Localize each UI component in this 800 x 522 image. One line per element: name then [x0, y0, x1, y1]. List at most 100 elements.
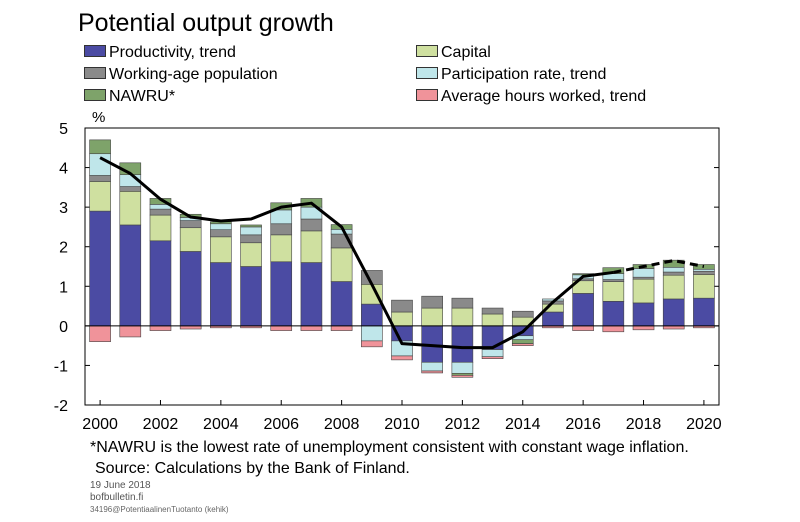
bar-segment	[240, 242, 262, 267]
bar-segment	[421, 361, 443, 372]
bar-segment	[602, 281, 625, 302]
bar-segment	[300, 262, 323, 327]
bar-segment	[300, 230, 323, 263]
y-tick-label: -1	[54, 358, 68, 375]
y-tick-label: -2	[54, 398, 68, 415]
bar-segment	[662, 266, 685, 273]
bar-segment	[572, 325, 594, 331]
legend-label-participation: Participation rate, trend	[441, 66, 607, 83]
bar-segment	[511, 310, 534, 318]
bar-segment	[119, 191, 142, 226]
x-tick-label: 2004	[203, 416, 239, 433]
y-tick-label: 1	[59, 279, 68, 296]
x-tick-label: 2018	[626, 416, 662, 433]
bar-segment	[330, 325, 353, 331]
y-tick-label: 0	[59, 319, 68, 336]
bar-segment	[361, 340, 383, 348]
bar-segment	[451, 297, 474, 309]
legend-swatch-capital	[416, 45, 438, 57]
bar-segment	[270, 325, 293, 331]
bar-segment	[572, 293, 594, 327]
y-tick-label: 5	[59, 121, 68, 138]
bar-segment	[481, 349, 504, 358]
x-tick-label: 2006	[263, 416, 299, 433]
bar-segment	[391, 355, 413, 361]
y-axis-unit: %	[92, 109, 105, 126]
bar-segment	[421, 295, 443, 309]
x-tick-label: 2014	[505, 416, 541, 433]
bar-segment	[240, 224, 262, 228]
bar-segment	[210, 229, 232, 238]
bar-segment	[89, 181, 111, 212]
bar-segment	[89, 175, 111, 182]
x-tick-label: 2008	[324, 416, 360, 433]
y-tick-label: 3	[59, 200, 68, 217]
bar-segment	[662, 271, 685, 276]
bar-segment	[391, 311, 413, 327]
site-name: bofbulletin.fi	[90, 492, 144, 503]
bar-segment	[149, 325, 172, 331]
bar-segment	[240, 266, 262, 327]
bar-segment	[210, 236, 232, 263]
legend-label-nawru: NAWRU*	[109, 88, 176, 105]
legend-swatch-participation	[416, 67, 438, 79]
bar-segment	[602, 301, 625, 327]
bar-segment	[270, 223, 293, 236]
bar-segment	[89, 139, 111, 155]
x-tick-label: 2002	[143, 416, 179, 433]
legend-item-nawru: NAWRU*	[84, 87, 175, 107]
bar-segment	[119, 186, 142, 192]
y-tick-label: 4	[59, 161, 68, 178]
bar-segment	[451, 307, 474, 327]
bar-segment	[542, 311, 564, 327]
legend-item-participation: Participation rate, trend	[416, 65, 606, 85]
bar-segment	[481, 313, 504, 327]
bar-segment	[602, 325, 625, 333]
chart-title: Potential output growth	[78, 9, 334, 37]
bar-segment	[693, 297, 715, 327]
bar-segment	[179, 227, 202, 252]
x-tick-label: 2000	[82, 416, 118, 433]
bar-segment	[693, 274, 715, 299]
bar-segment	[632, 278, 655, 304]
bar-segment	[511, 343, 534, 346]
bar-segment	[693, 264, 715, 270]
bar-segment	[632, 302, 655, 327]
bar-segment	[149, 240, 172, 327]
legend-label-hours: Average hours worked, trend	[441, 88, 647, 105]
bar-segment	[179, 251, 202, 327]
bar-segment	[481, 307, 504, 315]
bar-segment	[149, 214, 172, 242]
bar-segment	[210, 223, 232, 230]
legend-item-working-age: Working-age population	[84, 65, 278, 85]
bar-segment	[361, 325, 383, 342]
bar-segment	[119, 224, 142, 327]
bar-segment	[210, 262, 232, 327]
bar-segment	[89, 153, 111, 176]
bar-segment	[330, 281, 353, 327]
legend-label-productivity: Productivity, trend	[109, 44, 236, 61]
bar-segment	[693, 270, 715, 275]
bar-segment	[119, 325, 142, 338]
footnote: *NAWRU is the lowest rate of unemploymen…	[90, 439, 689, 456]
bar-segment	[300, 325, 323, 331]
legend: Productivity, trend Capital Working-age …	[84, 43, 764, 109]
chart-code: 34196@PotentiaalinenTuotanto (kehik)	[90, 505, 229, 514]
legend-swatch-hours	[416, 89, 438, 101]
bar-segment	[421, 307, 443, 327]
bar-segment	[149, 208, 172, 216]
bar-segment	[179, 220, 202, 229]
bar-segment	[451, 325, 474, 363]
legend-label-capital: Capital	[441, 44, 491, 61]
publication-date: 19 June 2018	[90, 480, 151, 491]
total-line-dashed	[613, 259, 705, 274]
bar-segment	[89, 210, 111, 327]
bar-segment	[270, 234, 293, 263]
bar-segment	[240, 234, 262, 244]
bar-segment	[632, 325, 655, 331]
x-tick-label: 2010	[384, 416, 420, 433]
bar-segment	[511, 339, 534, 344]
y-tick-label: 2	[59, 240, 68, 257]
bar-segment	[270, 209, 293, 225]
